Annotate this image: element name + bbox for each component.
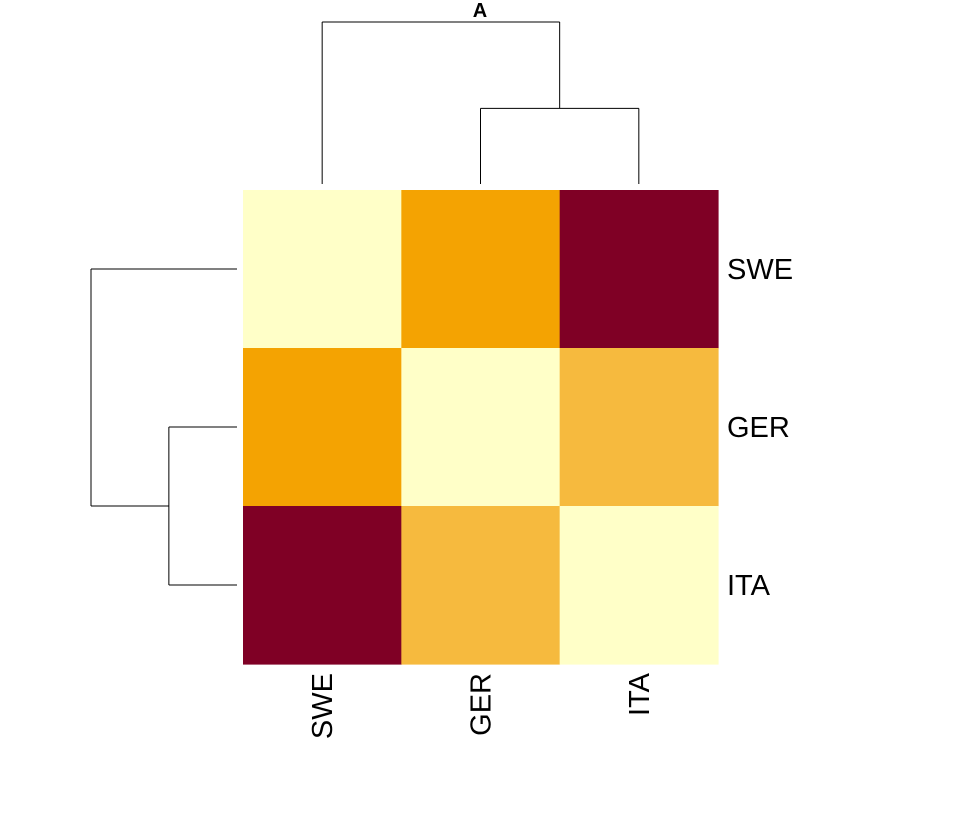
row-dendrogram — [90, 268, 237, 586]
heatmap-cells — [243, 190, 719, 665]
heatmap-cell-swe-ita — [559, 190, 719, 349]
chart-title: A — [473, 0, 487, 22]
column-labels: SWE GER ITA — [307, 672, 656, 739]
heatmap-cell-ger-ita — [559, 348, 719, 507]
row-label-ita: ITA — [727, 570, 771, 602]
heatmap-cell-ita-ita — [559, 506, 719, 665]
heatmap-cell-ita-ger — [401, 506, 561, 665]
column-label-ita: ITA — [624, 672, 656, 716]
heatmap-cell-ita-swe — [243, 506, 402, 665]
heatmap-cell-swe-ger — [401, 190, 561, 349]
row-label-swe: SWE — [727, 254, 793, 286]
heatmap-cell-ger-swe — [243, 348, 402, 507]
heatmap-cell-ger-ger — [401, 348, 561, 507]
column-label-swe: SWE — [307, 673, 339, 739]
heatmap-cell-swe-swe — [243, 190, 402, 349]
row-label-ger: GER — [727, 412, 790, 444]
column-label-ger: GER — [465, 673, 497, 736]
column-dendrogram — [321, 21, 640, 184]
row-labels: SWE GER ITA — [727, 254, 793, 602]
